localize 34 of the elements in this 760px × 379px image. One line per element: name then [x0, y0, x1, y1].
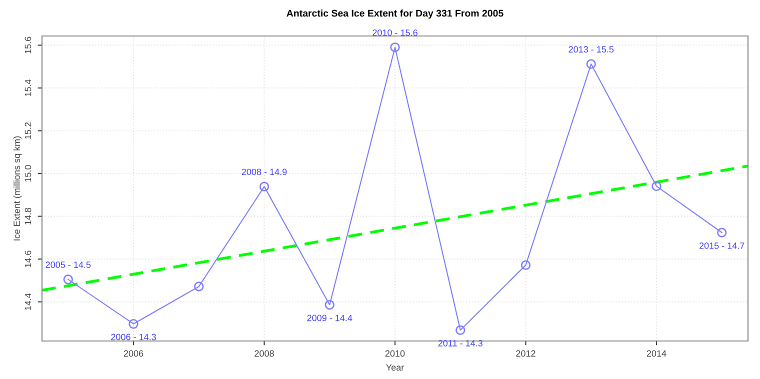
point	[63, 274, 74, 284]
point	[520, 260, 531, 270]
annotation: 2011 - 14.3	[438, 340, 482, 346]
x-tick-label: 2012	[516, 350, 536, 357]
annotation: 2013 - 15.5	[568, 46, 614, 53]
point	[128, 319, 138, 329]
annotation: 2008 - 14.9	[242, 168, 287, 176]
point	[652, 181, 662, 192]
annotation: 2005 - 14.5	[46, 262, 91, 268]
x-tick-label: 2008	[254, 350, 274, 357]
annotation: 2010 - 15.6	[372, 29, 418, 36]
x-axis-title: Year	[386, 364, 404, 371]
point	[259, 182, 270, 192]
x-tick-label: 2010	[385, 350, 405, 357]
y-tick-label: 14.4	[24, 293, 32, 310]
y-tick-label: 15.6	[24, 36, 32, 54]
y-tick-label: 14.6	[24, 250, 32, 268]
point	[586, 59, 596, 69]
y-axis-title: Ice Extent (millions sq km)	[13, 136, 22, 240]
point	[194, 282, 204, 292]
point	[324, 300, 334, 310]
annotation: 2006 - 14.3	[111, 334, 156, 340]
point	[456, 325, 466, 335]
y-tick-label: 15.0	[24, 165, 32, 182]
y-tick-label: 15.2	[24, 122, 32, 139]
annotation: 2015 - 14.7	[699, 242, 744, 249]
point	[390, 42, 400, 52]
x-tick-label: 2006	[124, 350, 144, 357]
y-tick-label: 15.4	[24, 79, 32, 96]
chart-title: Antarctic Sea Ice Extent for Day 331 From 2005	[286, 10, 504, 19]
point	[716, 228, 727, 238]
y-tick-label: 14.8	[24, 208, 32, 224]
annotation: 2009 - 14.4	[307, 314, 352, 322]
x-tick-label: 2014	[646, 350, 666, 357]
